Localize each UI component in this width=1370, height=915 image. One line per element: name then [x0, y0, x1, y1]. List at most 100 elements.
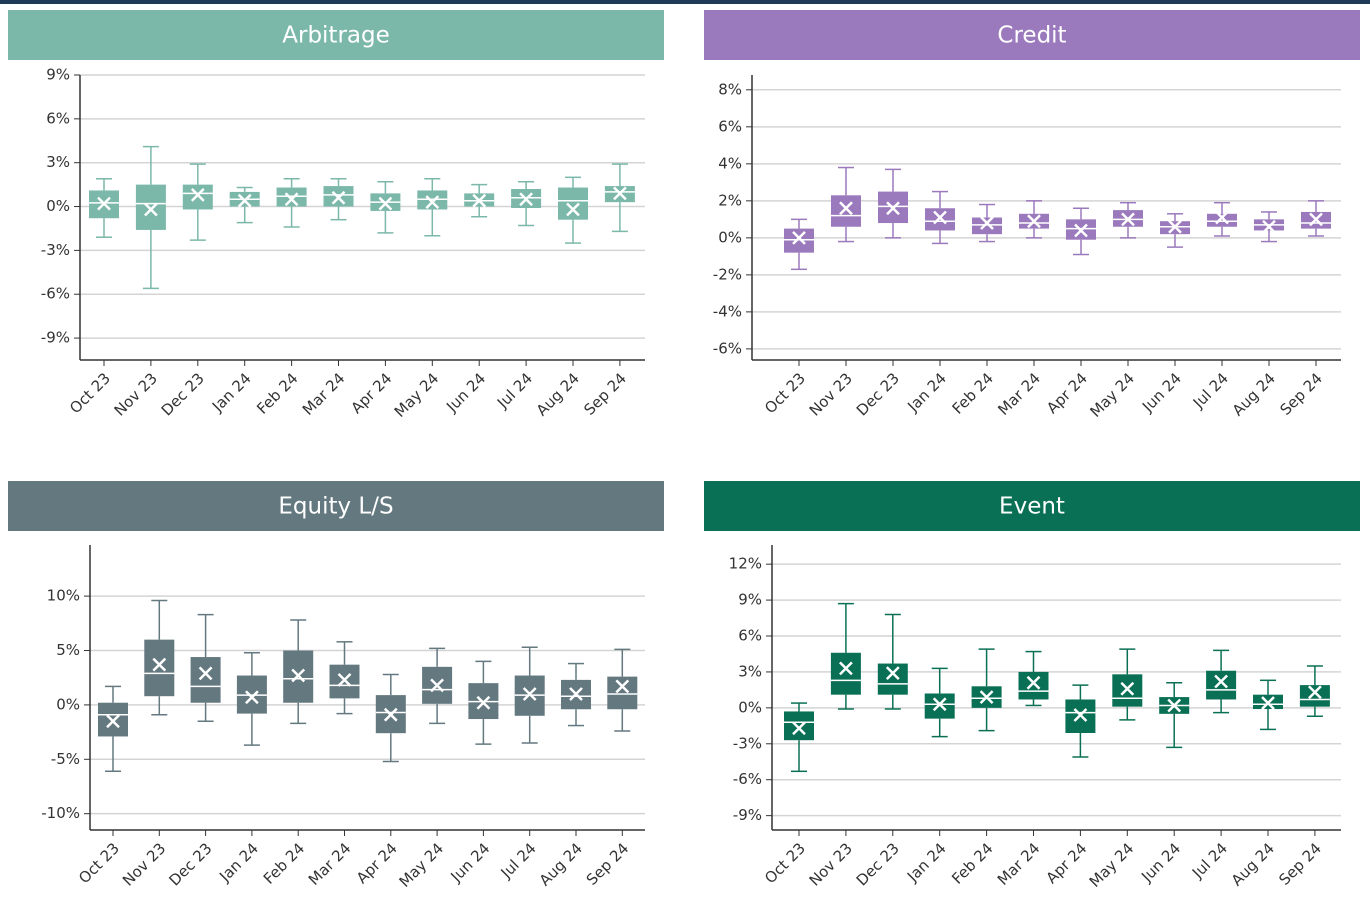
x-tick-label: Jul 24: [1189, 369, 1232, 412]
x-tick-label: Apr 24: [353, 839, 401, 887]
y-tick-label: -9%: [733, 806, 762, 824]
y-tick-label: 6%: [718, 117, 742, 135]
mean-marker: [566, 202, 580, 217]
y-tick-label: 3%: [738, 662, 762, 680]
x-tick-label: Jun 24: [447, 839, 494, 886]
y-tick-label: 0%: [738, 698, 762, 716]
panel-header: [8, 481, 664, 531]
x-tick-label: Jan 24: [215, 839, 262, 886]
box: [182, 184, 213, 210]
x-tick-label: Dec 23: [158, 369, 208, 419]
y-tick-label: 8%: [718, 80, 742, 98]
box: [144, 639, 175, 697]
mean-marker: [1167, 698, 1182, 713]
mean-marker: [430, 678, 444, 693]
box: [190, 657, 221, 703]
x-tick-label: Feb 24: [948, 839, 996, 887]
x-tick-label: Nov 23: [119, 839, 169, 889]
mean-marker: [885, 666, 900, 681]
x-tick-label: Mar 24: [994, 369, 1044, 419]
mean-marker: [245, 690, 259, 705]
mean-marker: [1214, 674, 1228, 689]
x-tick-label: Jun 24: [442, 369, 489, 416]
box: [1112, 674, 1143, 707]
x-tick-label: Mar 24: [994, 839, 1044, 889]
mean-marker: [1121, 212, 1135, 227]
y-tick-label: 12%: [729, 555, 762, 573]
top-rule: [0, 0, 1370, 4]
mean-marker: [331, 190, 346, 205]
x-tick-label: Jan 24: [903, 369, 950, 416]
mean-marker: [1262, 219, 1276, 234]
mean-marker: [886, 201, 900, 216]
mean-marker: [569, 687, 583, 701]
x-tick-label: Apr 24: [1042, 839, 1090, 887]
mean-marker: [425, 195, 440, 210]
y-tick-label: 2%: [718, 191, 742, 209]
y-tick-label: 0%: [718, 228, 742, 246]
mean-marker: [1120, 681, 1135, 696]
box: [784, 228, 814, 253]
x-tick-label: May 24: [396, 839, 448, 891]
y-tick-label: 10%: [47, 587, 80, 605]
x-tick-label: Mar 24: [299, 369, 349, 419]
x-tick-label: Apr 24: [1043, 369, 1091, 417]
mean-marker: [337, 673, 352, 687]
x-tick-label: Nov 23: [806, 369, 856, 419]
chart-title: Credit: [997, 23, 1066, 49]
mean-marker: [839, 661, 853, 676]
x-tick-label: Sep 24: [583, 839, 633, 889]
x-tick-label: Oct 23: [66, 369, 114, 417]
y-tick-label: -2%: [713, 265, 742, 283]
x-tick-label: Feb 24: [949, 369, 997, 417]
x-tick-label: Aug 24: [1229, 369, 1279, 419]
mean-marker: [383, 707, 398, 722]
x-tick-label: Apr 24: [347, 369, 395, 417]
y-tick-label: 0%: [46, 197, 70, 215]
mean-marker: [613, 186, 627, 201]
mean-marker: [979, 690, 994, 704]
mean-marker: [1215, 210, 1229, 225]
box: [972, 217, 1002, 235]
mean-marker: [106, 714, 120, 729]
y-tick-label: 9%: [46, 66, 70, 84]
y-tick-label: 6%: [738, 627, 762, 645]
box: [607, 676, 638, 710]
y-tick-label: -9%: [41, 329, 70, 347]
mean-marker: [1261, 696, 1275, 710]
mean-marker: [932, 697, 947, 712]
y-tick-label: -4%: [713, 302, 742, 320]
x-tick-label: Sep 24: [580, 369, 630, 419]
x-tick-label: Aug 24: [1228, 839, 1278, 889]
box: [784, 711, 814, 741]
x-tick-label: Jun 24: [1138, 369, 1185, 416]
panel-header: [704, 10, 1360, 60]
panel-header: [704, 481, 1360, 531]
mean-marker: [1026, 675, 1041, 690]
x-tick-label: Jun 24: [1137, 839, 1184, 886]
y-tick-label: 0%: [56, 695, 80, 713]
chart-title: Event: [999, 494, 1065, 520]
mean-marker: [152, 657, 167, 672]
x-tick-label: Oct 23: [761, 369, 809, 417]
mean-marker: [237, 193, 252, 208]
box: [558, 187, 588, 220]
box: [1299, 685, 1330, 707]
y-tick-label: 5%: [56, 641, 80, 659]
y-tick-label: -6%: [41, 285, 70, 303]
mean-marker: [291, 668, 306, 683]
y-tick-label: -6%: [733, 770, 762, 788]
y-tick-label: 4%: [718, 154, 742, 172]
box: [1207, 213, 1237, 227]
y-tick-label: 3%: [46, 153, 70, 171]
x-tick-label: Jul 24: [497, 839, 540, 882]
mean-marker: [519, 192, 533, 207]
x-tick-label: Oct 23: [761, 839, 809, 887]
mean-marker: [933, 210, 947, 225]
x-tick-label: May 24: [1086, 839, 1138, 891]
mean-marker: [792, 230, 806, 245]
mean-marker: [1308, 685, 1322, 700]
y-tick-label: -3%: [41, 241, 70, 259]
